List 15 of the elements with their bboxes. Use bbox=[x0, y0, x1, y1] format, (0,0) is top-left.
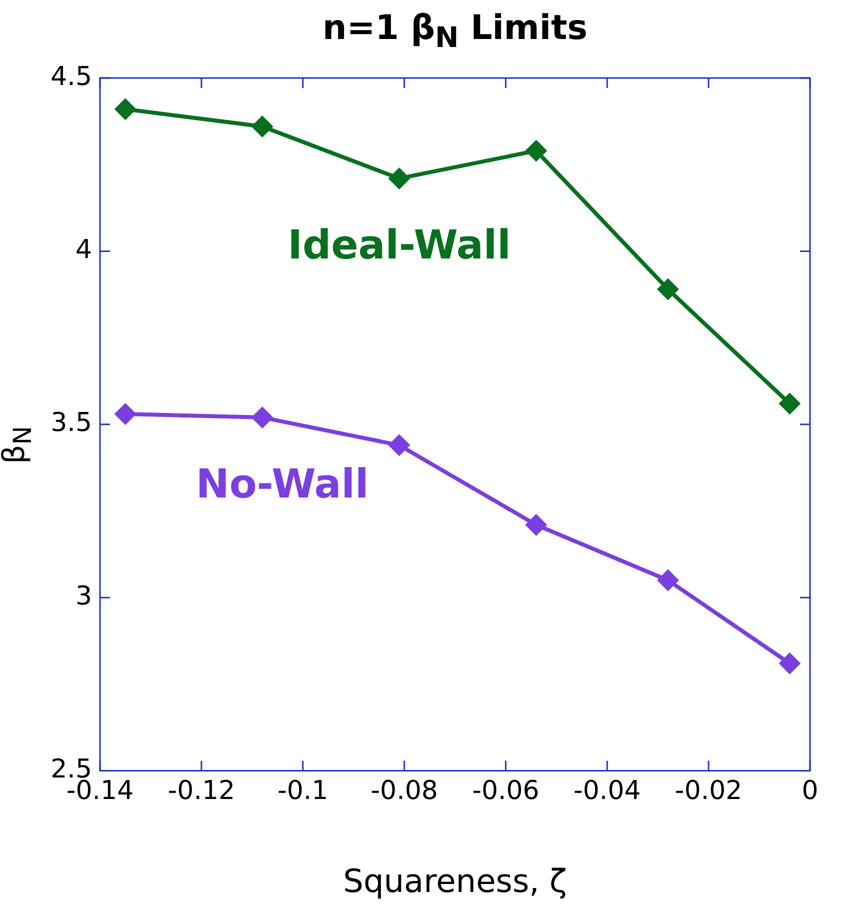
y-tick-label: 4 bbox=[75, 234, 92, 265]
y-tick-label: 3 bbox=[75, 581, 92, 612]
x-tick-label: 0 bbox=[802, 776, 818, 806]
x-tick-label: -0.06 bbox=[472, 776, 540, 806]
x-tick-label: -0.02 bbox=[674, 776, 742, 806]
x-tick-label: -0.12 bbox=[168, 776, 236, 806]
series-label: Ideal-Wall bbox=[288, 222, 511, 268]
y-tick-label: 3.5 bbox=[50, 408, 92, 438]
x-tick-label: -0.04 bbox=[574, 776, 641, 806]
y-tick-label: 4.5 bbox=[50, 62, 92, 92]
series-label: No-Wall bbox=[196, 461, 369, 508]
chart-title: n=1 β$_{N}$ Limits bbox=[322, 8, 588, 54]
x-tick-label: -0.1 bbox=[277, 776, 328, 806]
x-tick-label: -0.08 bbox=[370, 776, 438, 806]
x-axis-title: Squareness, ζ bbox=[342, 862, 568, 900]
